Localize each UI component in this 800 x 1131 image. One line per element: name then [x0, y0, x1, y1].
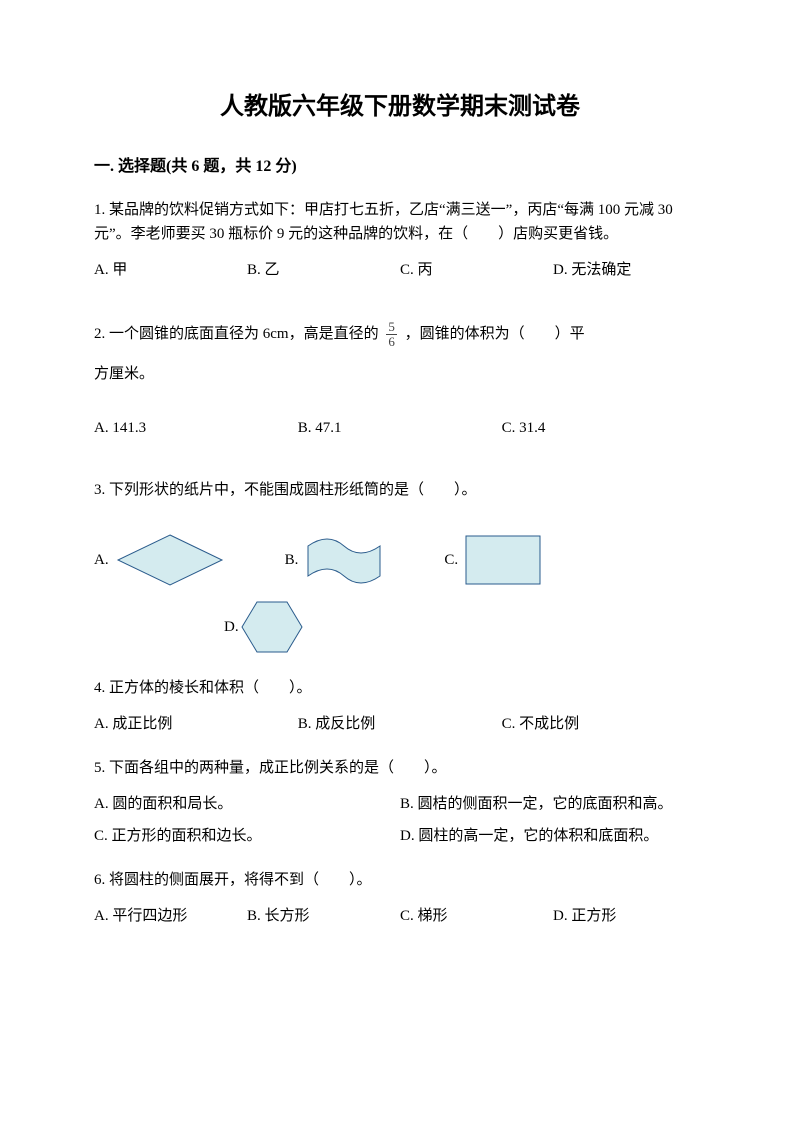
question-3: 3. 下列形状的纸片中，不能围成圆柱形纸筒的是（ ）。 A. B. C. D.	[94, 478, 706, 656]
hexagon-shape-icon	[239, 598, 305, 656]
q4-options: A. 成正比例 B. 成反比例 C. 不成比例	[94, 712, 706, 736]
q4-opt-a: A. 成正比例	[94, 712, 298, 736]
q5-text: 5. 下面各组中的两种量，成正比例关系的是（ ）。	[94, 756, 706, 780]
q1-options: A. 甲 B. 乙 C. 丙 D. 无法确定	[94, 258, 706, 282]
q4-opt-b: B. 成反比例	[298, 712, 502, 736]
q2-text-post: ，圆锥的体积为（ ）平	[405, 326, 585, 342]
q3-opt-c-wrap: C.	[444, 534, 542, 586]
q3-shapes-row2: D.	[224, 598, 706, 656]
q5-opt-b: B. 圆桔的侧面积一定，它的底面积和高。	[400, 792, 706, 816]
q1-opt-d: D. 无法确定	[553, 258, 706, 282]
q5-opt-a: A. 圆的面积和局长。	[94, 792, 400, 816]
q6-opt-d: D. 正方形	[553, 904, 706, 928]
q3-opt-b-wrap: B.	[285, 534, 385, 586]
wave-shape-icon	[304, 534, 384, 586]
q2-frac-num: 5	[386, 320, 397, 335]
q5-options-2: C. 正方形的面积和边长。 D. 圆柱的高一定，它的体积和底面积。	[94, 824, 706, 848]
q3-opt-d: D.	[224, 615, 239, 639]
q4-text: 4. 正方体的棱长和体积（ ）。	[94, 676, 706, 700]
q1-opt-a: A. 甲	[94, 258, 247, 282]
q1-opt-b: B. 乙	[247, 258, 400, 282]
page-title: 人教版六年级下册数学期末测试卷	[94, 88, 706, 126]
q5-opt-d: D. 圆柱的高一定，它的体积和底面积。	[400, 824, 706, 848]
q3-opt-c: C.	[444, 548, 458, 572]
question-4: 4. 正方体的棱长和体积（ ）。 A. 成正比例 B. 成反比例 C. 不成比例	[94, 676, 706, 736]
q2-text: 2. 一个圆锥的底面直径为 6cm，高是直径的 5 6 ，圆锥的体积为（ ）平	[94, 320, 706, 350]
q6-opt-b: B. 长方形	[247, 904, 400, 928]
q2-opt-a: A. 141.3	[94, 416, 298, 440]
q2-fraction: 5 6	[386, 320, 397, 350]
question-2: 2. 一个圆锥的底面直径为 6cm，高是直径的 5 6 ，圆锥的体积为（ ）平 …	[94, 320, 706, 440]
rhombus-shape-icon	[115, 532, 225, 588]
q2-opt-c: C. 31.4	[502, 416, 706, 440]
q3-opt-a-wrap: A.	[94, 532, 225, 588]
q4-opt-c: C. 不成比例	[502, 712, 706, 736]
q6-options: A. 平行四边形 B. 长方形 C. 梯形 D. 正方形	[94, 904, 706, 928]
q6-opt-c: C. 梯形	[400, 904, 553, 928]
question-5: 5. 下面各组中的两种量，成正比例关系的是（ ）。 A. 圆的面积和局长。 B.…	[94, 756, 706, 848]
q2-frac-den: 6	[386, 335, 397, 349]
question-6: 6. 将圆柱的侧面展开，将得不到（ ）。 A. 平行四边形 B. 长方形 C. …	[94, 868, 706, 928]
q2-options: A. 141.3 B. 47.1 C. 31.4	[94, 416, 706, 440]
q2-text-pre: 2. 一个圆锥的底面直径为 6cm，高是直径的	[94, 326, 379, 342]
q3-opt-a: A.	[94, 548, 109, 572]
rectangle-shape-icon	[464, 534, 542, 586]
q1-opt-c: C. 丙	[400, 258, 553, 282]
q1-text: 1. 某品牌的饮料促销方式如下：甲店打七五折，乙店“满三送一”，丙店“每满 10…	[94, 198, 706, 246]
q6-opt-a: A. 平行四边形	[94, 904, 247, 928]
q5-options-1: A. 圆的面积和局长。 B. 圆桔的侧面积一定，它的底面积和高。	[94, 792, 706, 816]
q3-text: 3. 下列形状的纸片中，不能围成圆柱形纸筒的是（ ）。	[94, 478, 706, 502]
q3-opt-b: B.	[285, 548, 299, 572]
q6-text: 6. 将圆柱的侧面展开，将得不到（ ）。	[94, 868, 706, 892]
q5-opt-c: C. 正方形的面积和边长。	[94, 824, 400, 848]
q2-opt-b: B. 47.1	[298, 416, 502, 440]
question-1: 1. 某品牌的饮料促销方式如下：甲店打七五折，乙店“满三送一”，丙店“每满 10…	[94, 198, 706, 282]
q2-text-line2: 方厘米。	[94, 362, 706, 386]
q3-shapes-row1: A. B. C.	[94, 532, 706, 588]
section-1-header: 一. 选择题(共 6 题，共 12 分)	[94, 154, 706, 180]
